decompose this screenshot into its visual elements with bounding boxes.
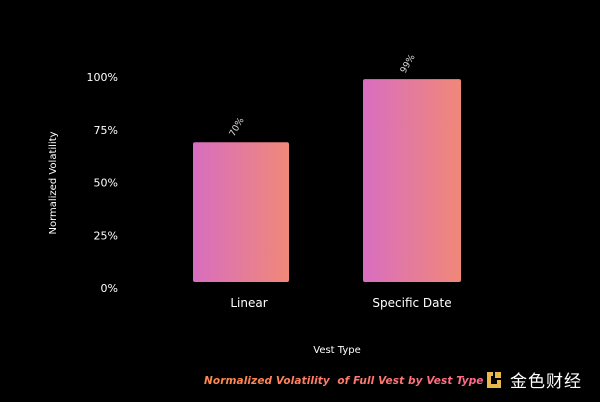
- y-tick-label: 50%: [94, 177, 118, 190]
- y-tick-label: 100%: [87, 71, 118, 84]
- y-axis-title: Normalized Volatility: [48, 131, 59, 234]
- x-axis-tick-labels: Linear Specific Date: [230, 296, 451, 310]
- chart-caption-graphic: Normalized Volatility of Full Vest by Ve…: [204, 375, 483, 387]
- bar-value-label: 99%: [399, 53, 418, 76]
- y-tick-label: 25%: [94, 229, 118, 242]
- x-axis-title: Vest Type: [313, 345, 361, 356]
- chart-caption-text: Normalized Volatility of Full Vest by Ve…: [204, 375, 484, 387]
- jinse-logo-icon: [487, 371, 501, 388]
- brand-watermark: 金色财经: [484, 367, 582, 392]
- y-tick-label: 0%: [101, 282, 118, 295]
- y-axis-ticks: 0% 25% 50% 75% 100%: [87, 71, 118, 295]
- chart-caption: Normalized Volatility of Full Vest by Ve…: [204, 372, 483, 388]
- bar: [193, 142, 289, 282]
- bars: [193, 79, 461, 282]
- bar-value-label: 70%: [228, 116, 247, 139]
- x-tick-label: Specific Date: [372, 296, 451, 310]
- brand-name: 金色财经: [510, 372, 582, 392]
- bar: [363, 79, 461, 282]
- y-tick-label: 75%: [94, 124, 118, 137]
- x-tick-label: Linear: [230, 296, 267, 310]
